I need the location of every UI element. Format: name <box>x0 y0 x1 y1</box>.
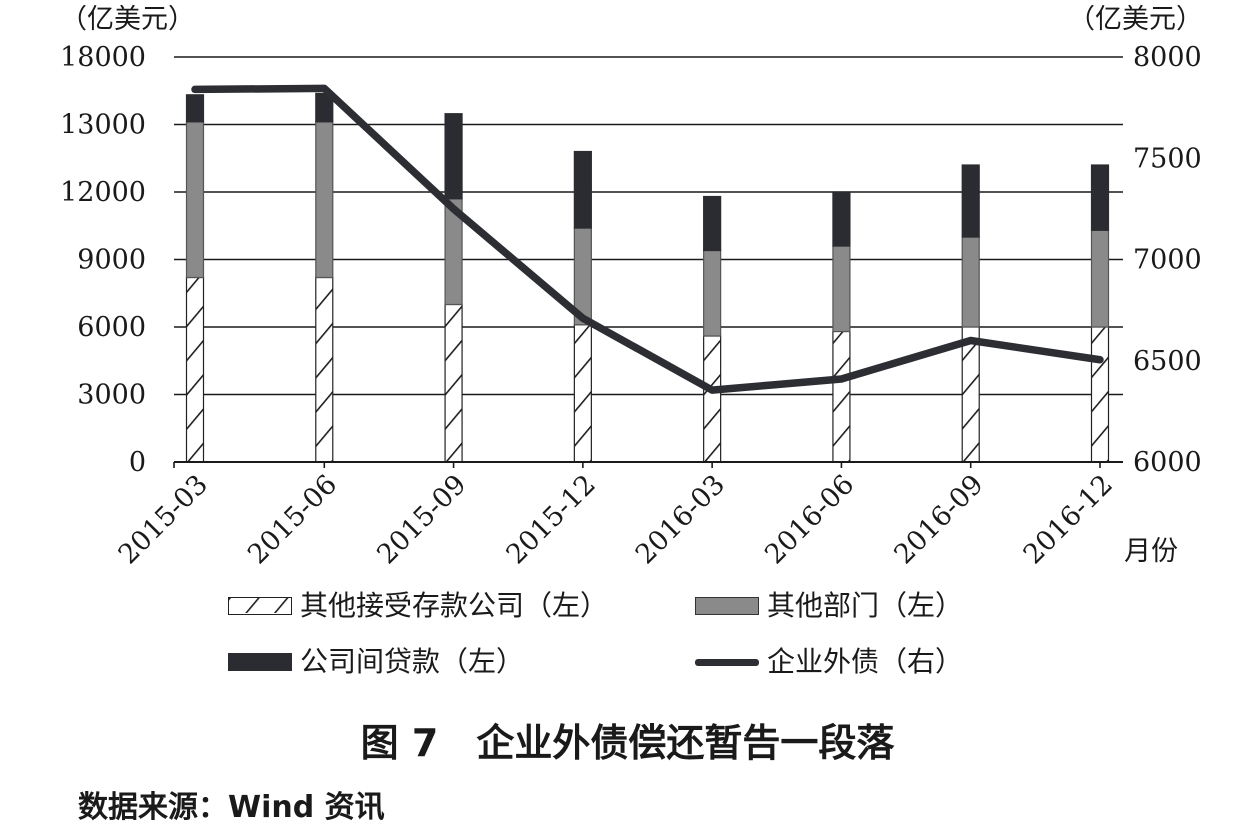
bar-segment <box>315 276 334 463</box>
left-tick-label: 9000 <box>77 245 146 276</box>
bar-segment <box>961 326 980 463</box>
gray-swatch-icon <box>695 597 759 615</box>
bar-segment <box>444 113 463 200</box>
legend-label: 企业外债（右） <box>767 645 964 678</box>
bar-segment <box>573 150 592 229</box>
bar-segment <box>185 121 205 279</box>
bar-segment <box>1090 164 1110 231</box>
right-tick-label: 7500 <box>1133 143 1202 174</box>
bar-segment <box>832 191 851 247</box>
line-series <box>191 84 1104 394</box>
right-tick-label: 6500 <box>1133 346 1202 377</box>
bar-segment <box>703 335 722 463</box>
hatch-swatch-icon <box>228 597 292 615</box>
left-tick-label: 13000 <box>60 110 146 141</box>
legend-item-other-deposit: 其他接受存款公司（左） <box>228 590 608 622</box>
line-swatch-icon <box>695 658 759 666</box>
left-tick-label: 6000 <box>77 312 146 343</box>
x-tick-label: 2016-09 <box>888 469 989 570</box>
bar-segment <box>961 236 980 328</box>
left-tick-label: 3000 <box>77 380 146 411</box>
left-tick-label: 18000 <box>60 42 146 73</box>
left-tick-label: 12000 <box>60 177 146 208</box>
legend-item-other-sectors: 其他部门（左） <box>695 590 963 622</box>
bar-segment <box>832 245 851 333</box>
data-source: 数据来源：Wind 资讯 <box>78 790 385 825</box>
x-tick-label: 2016-12 <box>1018 469 1119 570</box>
bar-segment <box>1090 326 1110 463</box>
bar-segment <box>961 164 980 238</box>
bar-segment <box>185 276 205 463</box>
chart: 18000 13000 12000 9000 6000 3000 0 8000 7500 7000… <box>60 4 1203 570</box>
bar-segment <box>573 324 592 463</box>
bar-segment <box>315 121 334 279</box>
x-tick-label: 2015-06 <box>242 469 343 570</box>
dark-swatch-icon <box>228 653 292 671</box>
bar-segment <box>832 330 851 463</box>
left-tick-label: 0 <box>129 447 146 478</box>
bars <box>185 92 1110 463</box>
legend-label: 其他接受存款公司（左） <box>300 589 609 622</box>
right-tick-label: 7000 <box>1133 245 1202 276</box>
right-axis-unit: （亿美元） <box>1068 4 1203 35</box>
left-axis-unit: （亿美元） <box>60 4 195 35</box>
external-debt-line <box>191 84 1104 394</box>
legend-item-intercompany: 公司间贷款（左） <box>228 646 524 678</box>
bar-segment <box>1090 229 1110 328</box>
x-axis-label: 月份 <box>1124 536 1178 567</box>
x-tick-label: 2016-03 <box>630 469 731 570</box>
legend-item-external-debt: 企业外债（右） <box>695 646 963 678</box>
legend-label: 其他部门（左） <box>767 589 964 622</box>
right-tick-label: 8000 <box>1133 42 1202 73</box>
axes: 18000 13000 12000 9000 6000 3000 0 8000 7500 7000… <box>60 42 1202 570</box>
right-tick-label: 6000 <box>1133 447 1202 478</box>
x-tick-label: 2016-06 <box>759 469 860 570</box>
bar-segment <box>703 195 722 252</box>
x-tick-label: 2015-09 <box>371 469 472 570</box>
bar-segment <box>185 94 205 123</box>
figure-caption: 图 7 企业外债偿还暂告一段落 <box>360 721 895 765</box>
bar-segment <box>444 303 463 463</box>
x-tick-label: 2015-12 <box>501 469 602 570</box>
x-tick-label: 2015-03 <box>113 469 214 570</box>
legend-label: 公司间贷款（左） <box>300 645 525 678</box>
bar-segment <box>703 249 722 337</box>
